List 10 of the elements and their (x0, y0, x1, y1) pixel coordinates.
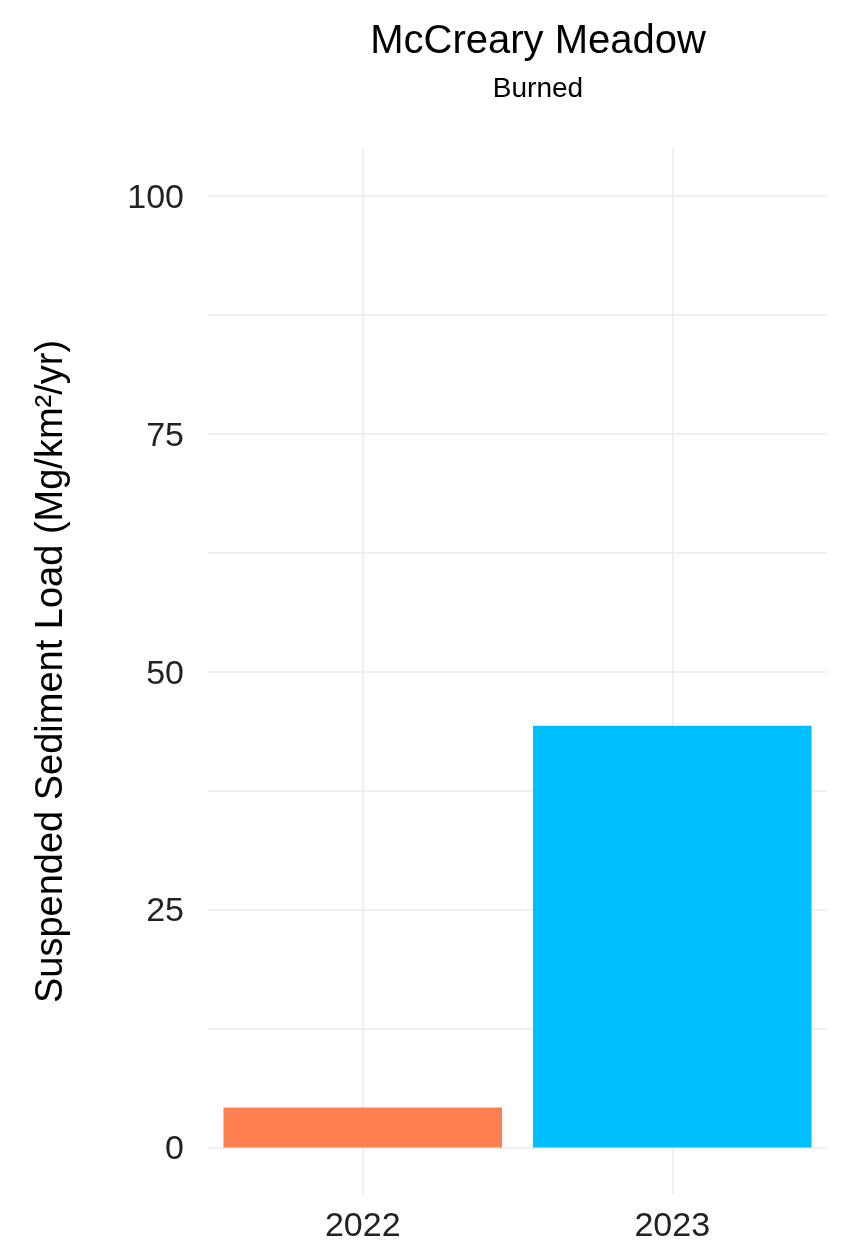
x-tick-label: 2022 (324, 1205, 401, 1243)
y-tick-label: 100 (127, 176, 184, 215)
y-tick-label: 25 (146, 890, 184, 929)
chart-title: McCreary Meadow (370, 17, 706, 61)
chart-subtitle: Burned (492, 71, 584, 103)
y-tick-label: 0 (165, 1128, 184, 1167)
y-tick-label: 75 (146, 414, 184, 453)
y-tick-label: 50 (146, 652, 184, 691)
y-axis-title: Suspended Sediment Load (Mg/km²/yr) (28, 339, 70, 1004)
x-tick-label: 2023 (634, 1205, 711, 1243)
